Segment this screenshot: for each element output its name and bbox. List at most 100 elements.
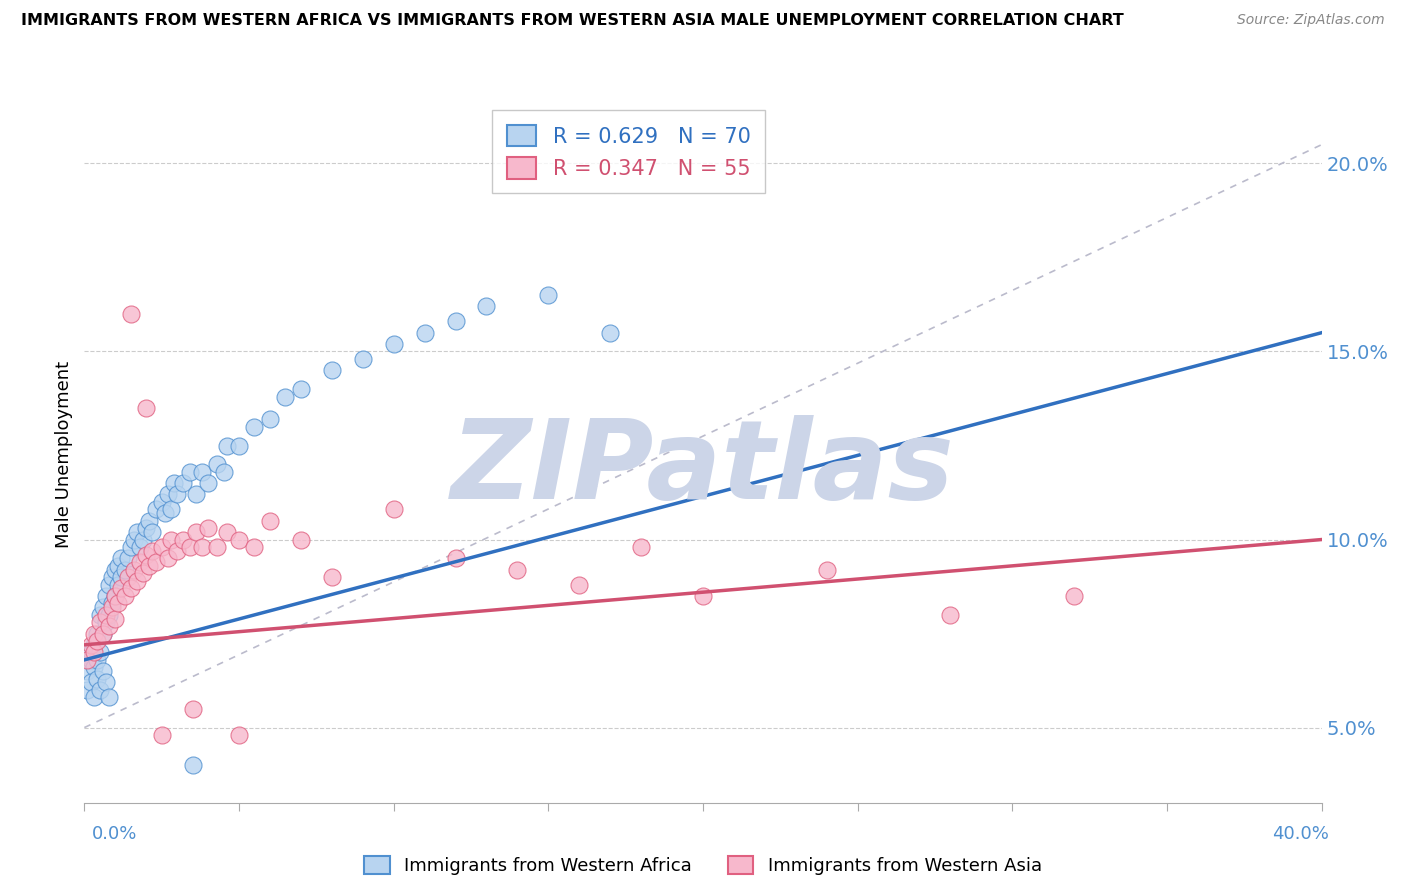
- Point: [228, 438, 250, 452]
- Point: [110, 551, 132, 566]
- Point: [104, 563, 127, 577]
- Point: [94, 675, 117, 690]
- Point: [141, 544, 163, 558]
- Point: [129, 555, 152, 569]
- Point: [145, 555, 167, 569]
- Point: [156, 487, 179, 501]
- Text: IMMIGRANTS FROM WESTERN AFRICA VS IMMIGRANTS FROM WESTERN ASIA MALE UNEMPLOYMENT: IMMIGRANTS FROM WESTERN AFRICA VS IMMIGR…: [21, 13, 1123, 29]
- Point: [150, 540, 173, 554]
- Point: [568, 577, 591, 591]
- Point: [215, 524, 238, 539]
- Point: [259, 412, 281, 426]
- Point: [89, 645, 111, 659]
- Point: [166, 487, 188, 501]
- Point: [150, 495, 173, 509]
- Point: [191, 540, 214, 554]
- Point: [79, 653, 101, 667]
- Point: [101, 570, 124, 584]
- Point: [79, 645, 101, 659]
- Point: [117, 551, 139, 566]
- Point: [138, 558, 160, 573]
- Point: [117, 570, 139, 584]
- Point: [83, 660, 105, 674]
- Point: [599, 326, 621, 340]
- Point: [86, 626, 108, 640]
- Point: [107, 558, 129, 573]
- Point: [120, 540, 142, 554]
- Point: [145, 502, 167, 516]
- Point: [135, 401, 157, 415]
- Point: [692, 589, 714, 603]
- Point: [172, 476, 194, 491]
- Point: [184, 487, 207, 501]
- Point: [228, 728, 250, 742]
- Point: [156, 551, 179, 566]
- Point: [179, 465, 201, 479]
- Point: [321, 570, 343, 584]
- Point: [91, 600, 114, 615]
- Point: [101, 600, 124, 615]
- Point: [181, 702, 204, 716]
- Point: [181, 758, 204, 772]
- Point: [122, 533, 145, 547]
- Point: [98, 690, 121, 705]
- Text: Source: ZipAtlas.com: Source: ZipAtlas.com: [1237, 13, 1385, 28]
- Point: [207, 458, 229, 472]
- Point: [444, 314, 467, 328]
- Point: [104, 589, 127, 603]
- Point: [91, 626, 114, 640]
- Point: [104, 611, 127, 625]
- Point: [91, 664, 114, 678]
- Point: [114, 563, 136, 577]
- Point: [215, 438, 238, 452]
- Text: 40.0%: 40.0%: [1272, 825, 1329, 843]
- Point: [129, 540, 152, 554]
- Point: [1063, 589, 1085, 603]
- Point: [94, 607, 117, 622]
- Point: [382, 337, 405, 351]
- Point: [120, 307, 142, 321]
- Point: [153, 506, 176, 520]
- Point: [76, 653, 98, 667]
- Point: [197, 521, 219, 535]
- Point: [184, 524, 207, 539]
- Point: [274, 390, 297, 404]
- Y-axis label: Male Unemployment: Male Unemployment: [55, 361, 73, 549]
- Point: [110, 582, 132, 596]
- Point: [79, 675, 101, 690]
- Point: [114, 589, 136, 603]
- Point: [382, 502, 405, 516]
- Point: [98, 577, 121, 591]
- Point: [86, 634, 108, 648]
- Point: [132, 533, 155, 547]
- Point: [83, 690, 105, 705]
- Point: [352, 351, 374, 366]
- Point: [290, 382, 312, 396]
- Point: [120, 582, 142, 596]
- Point: [125, 574, 148, 588]
- Point: [413, 326, 436, 340]
- Point: [243, 419, 266, 434]
- Point: [141, 524, 163, 539]
- Point: [89, 683, 111, 698]
- Point: [166, 544, 188, 558]
- Point: [91, 626, 114, 640]
- Point: [110, 570, 132, 584]
- Point: [135, 548, 157, 562]
- Point: [537, 288, 560, 302]
- Point: [259, 514, 281, 528]
- Legend: Immigrants from Western Africa, Immigrants from Western Asia: Immigrants from Western Africa, Immigran…: [356, 847, 1050, 884]
- Point: [191, 465, 214, 479]
- Point: [321, 363, 343, 377]
- Point: [83, 638, 105, 652]
- Point: [79, 638, 101, 652]
- Point: [290, 533, 312, 547]
- Point: [444, 551, 467, 566]
- Point: [94, 589, 117, 603]
- Point: [243, 540, 266, 554]
- Point: [83, 645, 105, 659]
- Point: [89, 607, 111, 622]
- Point: [135, 521, 157, 535]
- Point: [107, 577, 129, 591]
- Point: [207, 540, 229, 554]
